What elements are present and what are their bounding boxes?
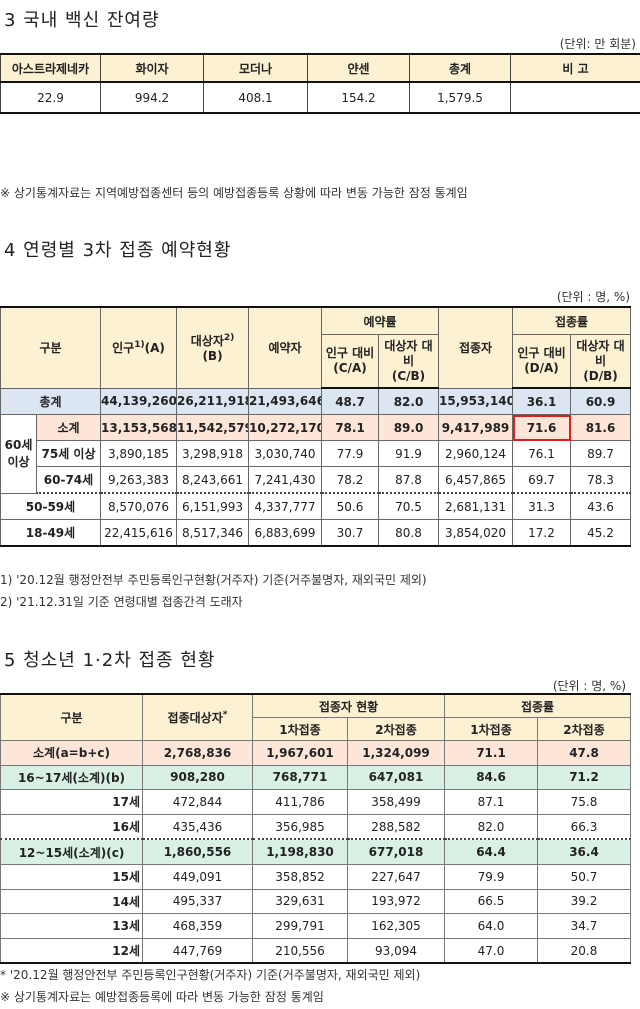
header-astrazeneca: 아스트라제네카 [0, 53, 101, 83]
table-row: 12~15세(소계)(c) 1,860,556 1,198,830 677,01… [0, 838, 632, 865]
table-row: 총계 44,139,260 26,211,918 21,493,646 48.7… [0, 387, 631, 415]
section5-footnote-1: * '20.12월 행정안전부 주민등록인구현황(거주자) 기준(거주불명자, … [0, 968, 421, 982]
section3-title: 3 국내 백신 잔여량 [4, 10, 160, 31]
group-60-label: 60세 이상 [0, 414, 37, 494]
highlighted-cell: 71.6 [512, 414, 571, 441]
header-rate1: 1차접종 [444, 717, 539, 741]
header-category: 구분 [0, 306, 101, 389]
value-remarks [510, 81, 640, 114]
table-row: 17세 472,844 411,786 358,499 87.1 75.8 [0, 789, 632, 815]
header-moderna: 모더나 [203, 53, 308, 83]
table-row: 75세 이상 3,890,185 3,298,918 3,030,740 77.… [1, 440, 631, 467]
table-row: 13세 468,359 299,791 162,305 64.0 34.7 [0, 913, 632, 939]
header-dose1: 1차접종 [252, 717, 348, 741]
header-pop-ratio: 인구 대비 (C/A) [321, 334, 379, 389]
booster-reservation-table: 구분 인구1)(A) 대상자2) (B) 예약자 예약률 접종자 접종률 인구 대… [0, 306, 631, 547]
section5-footnote-2: ※ 상기통계자료는 예방접종등록에 따라 변동 가능한 잠정 통계임 [0, 990, 324, 1004]
header-vaccinated: 접종자 [438, 306, 513, 389]
table-row: 소계(a=b+c) 2,768,836 1,967,601 1,324,099 … [0, 740, 632, 766]
section4-footnote-2: 2) '21.12.31일 기준 연령대별 접종간격 도래자 [0, 595, 243, 609]
table-row: 18-49세 22,415,616 8,517,346 6,883,699 30… [0, 519, 631, 547]
header-janssen: 얀센 [307, 53, 410, 83]
header-target: 접종대상자* [142, 693, 253, 741]
table-row: 14세 495,337 329,631 193,972 66.5 39.2 [0, 888, 632, 915]
header-pop-ratio2: 인구 대비 (D/A) [512, 334, 571, 389]
header-rate2: 2차접종 [537, 717, 632, 741]
table-row: 60-74세 9,263,383 8,243,661 7,241,430 78.… [1, 466, 631, 494]
header-vaccination-rate: 접종률 [512, 306, 631, 335]
table-row: 60세 이상 소계 13,153,568 11,542,579 10,272,1… [0, 414, 631, 494]
header-remarks: 비 고 [510, 53, 640, 83]
table-row: 16세 435,436 356,985 288,582 82.0 66.3 [0, 813, 632, 841]
table-row: 50-59세 8,570,076 6,151,993 4,337,777 50.… [0, 492, 631, 520]
table-row: 15세 449,091 358,852 227,647 79.9 50.7 [0, 863, 632, 890]
value-janssen: 154.2 [307, 81, 410, 114]
value-moderna: 408.1 [203, 81, 308, 114]
header-population: 인구1)(A) [100, 306, 177, 389]
value-total: 1,579.5 [409, 81, 511, 114]
value-astrazeneca: 22.9 [0, 81, 101, 114]
section4-unit: (단위 : 명, %) [556, 290, 630, 304]
table-row: 16~17세(소계)(b) 908,280 768,771 647,081 84… [0, 764, 632, 791]
section5-title: 5 청소년 1·2차 접종 현황 [4, 650, 216, 671]
vaccine-stock-table: 아스트라제네카 화이자 모더나 얀센 총계 비 고 22.9 994.2 408… [0, 53, 640, 114]
header-dose2: 2차접종 [346, 717, 446, 741]
header-status: 접종자 현황 [251, 693, 446, 718]
section4-title: 4 연령별 3차 접종 예약현황 [4, 240, 232, 261]
youth-vaccination-table: 구분 접종대상자* 접종자 현황 접종률 1차접종 2차접종 1차접종 2차접종… [0, 693, 632, 965]
section5-unit: (단위 : 명, %) [552, 679, 626, 693]
header-target-ratio2: 대상자 대비 (D/B) [570, 334, 631, 389]
header-reservation-rate: 예약률 [321, 306, 439, 335]
section3-note: ※ 상기통계자료는 지역예방접종센터 등의 예방접종등록 상황에 따라 변동 가… [0, 186, 468, 200]
section4-footnote-1: 1) '20.12월 행정안전부 주민등록인구현황(거주자) 기준(거주불명자,… [0, 573, 427, 587]
value-pfizer: 994.2 [100, 81, 204, 114]
header-target: 대상자2) (B) [176, 306, 249, 389]
header-target-ratio: 대상자 대비 (C/B) [378, 334, 439, 389]
header-category: 구분 [0, 693, 143, 741]
table-row: 12세 447,769 210,556 93,094 47.0 20.8 [0, 937, 632, 964]
header-pfizer: 화이자 [100, 53, 204, 83]
header-reserved: 예약자 [248, 306, 322, 389]
section3-unit: (단위: 만 회분) [559, 37, 636, 51]
header-rate: 접종률 [444, 693, 632, 718]
header-total: 총계 [409, 53, 511, 83]
